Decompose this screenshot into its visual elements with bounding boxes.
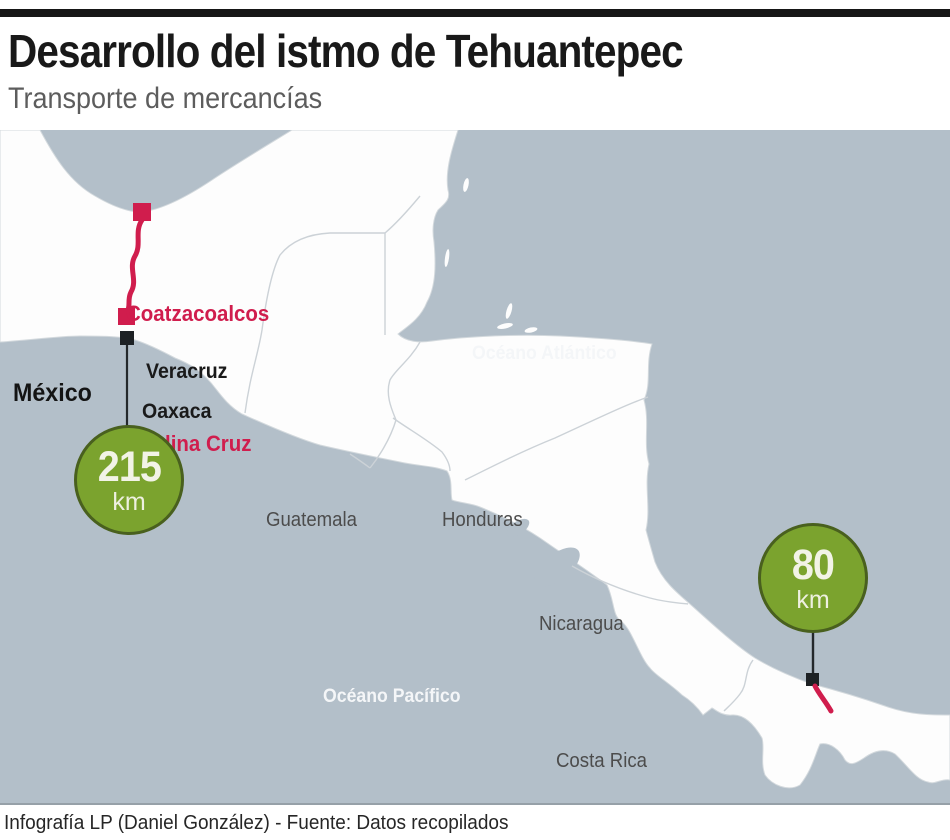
credit-line: Infografía LP (Daniel González) - Fuente… — [4, 812, 509, 834]
border-mexico-guatemala — [244, 232, 385, 414]
island-roatan — [497, 323, 513, 329]
label-oaxaca: Oaxaca — [142, 400, 212, 423]
island-ambergris — [444, 249, 450, 267]
island-cozumel — [463, 178, 469, 192]
map-canvas: Océano Atlántico Océano Pacífico México … — [0, 130, 950, 805]
label-mexico: México — [13, 379, 92, 407]
border-honduras-nicaragua — [464, 396, 649, 481]
country-borders — [244, 195, 754, 712]
panama-canal-line — [812, 683, 834, 714]
lake-nicaragua — [534, 547, 580, 587]
city-marker-coatzacoalcos — [133, 203, 151, 221]
anchor-marker-tehuantepec — [120, 331, 134, 345]
distance-value-panama-canal: 80 — [791, 540, 835, 589]
label-nicaragua: Nicaragua — [539, 613, 624, 635]
anchor-marker-panama-canal — [806, 673, 819, 686]
tehuantepec-rail-line — [124, 217, 145, 315]
page-subtitle: Transporte de mercancías — [8, 82, 323, 115]
border-nicaragua-costa-rica — [571, 565, 689, 605]
distance-unit-tehuantepec: km — [112, 487, 146, 516]
island-guanaja — [524, 327, 538, 333]
label-oceano-pacifico: Océano Pacífico — [323, 686, 461, 707]
label-veracruz: Veracruz — [146, 360, 228, 383]
distance-unit-panama-canal: km — [796, 585, 830, 614]
label-costa-rica: Costa Rica — [556, 750, 647, 772]
label-guatemala: Guatemala — [266, 509, 357, 531]
page-title: Desarrollo del istmo de Tehuantepec — [8, 25, 684, 77]
city-marker-salina-cruz — [118, 308, 135, 325]
label-coatzacoalcos: Coatzacoalcos — [126, 301, 270, 326]
border-guatemala-honduras — [369, 341, 421, 469]
header-accent-bar — [0, 9, 950, 17]
island-turneffe — [505, 303, 513, 319]
label-oceano-atlantico: Océano Atlántico — [472, 343, 617, 364]
mainland-landmass — [0, 130, 950, 789]
distance-badge-panama-canal: 80 km — [758, 523, 868, 633]
border-costa-rica-panama — [723, 659, 754, 712]
lake-managua — [506, 518, 530, 538]
distance-badge-tehuantepec: 215 km — [74, 425, 184, 535]
border-guatemala-el-salvador — [349, 453, 371, 469]
distance-value-tehuantepec: 215 — [97, 442, 161, 491]
border-mexico-belize — [384, 195, 421, 234]
label-honduras: Honduras — [442, 509, 523, 531]
border-el-salvador-honduras — [392, 417, 451, 472]
